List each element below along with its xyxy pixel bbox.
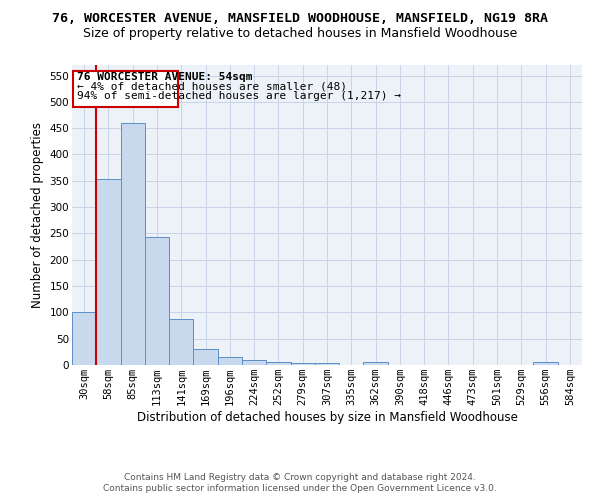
Bar (364, 362, 388, 365)
Text: Contains public sector information licensed under the Open Government Licence v3: Contains public sector information licen… (103, 484, 497, 493)
Bar (290, 363, 315, 365)
Bar (218, 357, 242, 365)
Bar (242, 360, 266, 365)
Bar (266, 362, 290, 365)
Y-axis label: Number of detached properties: Number of detached properties (31, 122, 44, 308)
Bar (72, 312, 96, 365)
X-axis label: Distribution of detached houses by size in Mansfield Woodhouse: Distribution of detached houses by size … (137, 411, 517, 424)
Bar (315, 363, 339, 365)
Bar (193, 349, 218, 365)
Text: 76, WORCESTER AVENUE, MANSFIELD WOODHOUSE, MANSFIELD, NG19 8RA: 76, WORCESTER AVENUE, MANSFIELD WOODHOUS… (52, 12, 548, 26)
Text: 76 WORCESTER AVENUE: 54sqm: 76 WORCESTER AVENUE: 54sqm (77, 72, 253, 83)
Bar (121, 124, 145, 365)
Text: Contains HM Land Registry data © Crown copyright and database right 2024.: Contains HM Land Registry data © Crown c… (124, 472, 476, 482)
Text: 94% of semi-detached houses are larger (1,217) →: 94% of semi-detached houses are larger (… (77, 91, 401, 101)
Bar (96, 178, 121, 365)
Bar (145, 236, 169, 365)
Bar (169, 319, 193, 365)
Bar (533, 362, 558, 365)
Text: Size of property relative to detached houses in Mansfield Woodhouse: Size of property relative to detached ho… (83, 28, 517, 40)
FancyBboxPatch shape (73, 71, 178, 106)
Text: ← 4% of detached houses are smaller (48): ← 4% of detached houses are smaller (48) (77, 82, 347, 92)
